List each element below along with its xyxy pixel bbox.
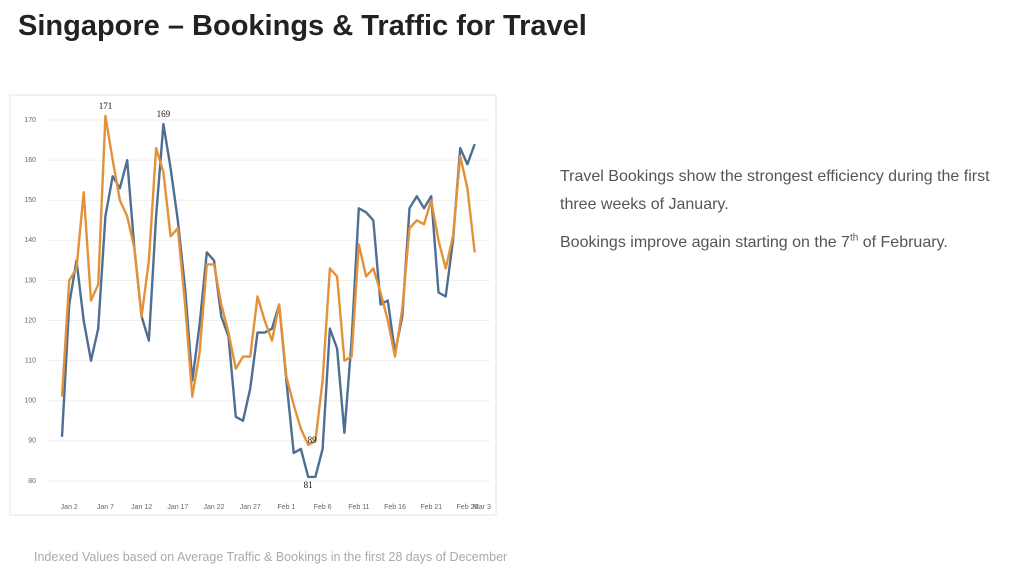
annotation: 89 — [308, 435, 318, 445]
y-tick-label: 140 — [24, 237, 36, 244]
slide-title: Singapore – Bookings & Traffic for Trave… — [18, 10, 587, 42]
y-tick-label: 160 — [24, 157, 36, 164]
commentary-line: Travel Bookings show the strongest effic… — [560, 163, 1020, 219]
y-tick-label: 100 — [24, 398, 36, 405]
y-tick-label: 170 — [24, 117, 36, 124]
x-tick-label: Jan 27 — [240, 504, 261, 511]
commentary: Travel Bookings show the strongest effic… — [560, 163, 1020, 267]
x-tick-label: Jan 17 — [167, 504, 188, 511]
y-tick-label: 80 — [28, 478, 36, 485]
x-tick-label: Feb 21 — [420, 504, 442, 511]
text: of February. — [858, 234, 948, 251]
series-line — [60, 122, 476, 479]
x-tick-label: Jan 22 — [204, 504, 225, 511]
series-line — [60, 114, 476, 447]
annotation: 169 — [157, 109, 171, 119]
x-tick-label: Mar 3 — [473, 504, 491, 511]
y-tick-label: 110 — [25, 358, 36, 365]
annotation: 81 — [304, 480, 313, 490]
x-tick-label: Feb 11 — [348, 504, 369, 511]
chart-frame — [9, 94, 497, 516]
y-tick-label: 120 — [24, 317, 36, 324]
text: Bookings improve again starting on the 7 — [560, 234, 850, 251]
footnote: Indexed Values based on Average Traffic … — [34, 550, 508, 564]
x-tick-label: Jan 12 — [131, 504, 152, 511]
x-tick-label: Feb 16 — [384, 504, 406, 511]
x-tick-label: Feb 6 — [314, 504, 332, 511]
x-tick-label: Jan 7 — [97, 504, 114, 511]
x-tick-label: Jan 2 — [61, 504, 78, 511]
y-tick-label: 130 — [24, 277, 36, 284]
y-tick-label: 90 — [28, 438, 36, 445]
y-tick-label: 150 — [24, 197, 36, 204]
superscript: th — [849, 232, 859, 244]
annotation: 171 — [99, 101, 113, 111]
text: Travel Bookings show the strongest effic… — [560, 168, 990, 213]
x-tick-label: Feb 26 — [457, 504, 479, 511]
commentary-line: Bookings improve again starting on the 7… — [560, 229, 1020, 257]
chart: 80 90 100 110 120 130 140 150 160 170 Jan 2 Jan 7 Ja… — [9, 94, 497, 516]
x-tick-label: Feb 1 — [277, 504, 295, 511]
